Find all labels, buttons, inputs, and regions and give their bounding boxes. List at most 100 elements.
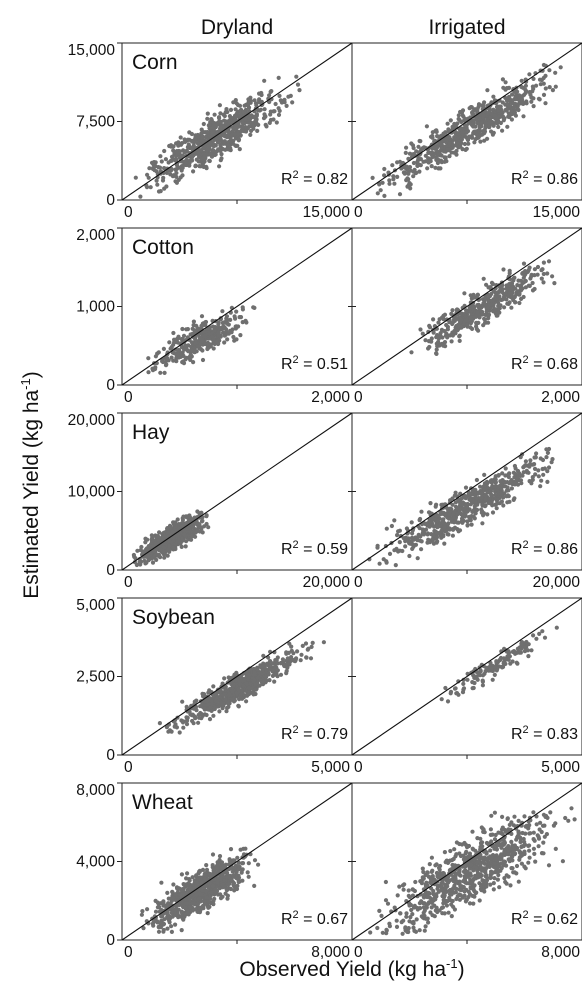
scatter-point: [223, 687, 229, 692]
r-squared-label: R2 = 0.83: [511, 724, 578, 743]
y-tick-label: 2,000: [76, 227, 115, 244]
scatter-point: [231, 100, 236, 105]
scatter-point: [492, 113, 497, 118]
scatter-point: [499, 491, 504, 497]
scatter-point: [176, 336, 181, 341]
scatter-point: [145, 907, 150, 912]
scatter-point: [486, 312, 492, 317]
scatter-point: [433, 504, 438, 509]
scatter-point: [185, 901, 190, 906]
scatter-point: [465, 523, 470, 528]
scatter-point: [477, 307, 482, 312]
scatter-point: [453, 136, 458, 141]
x-tick-label-max: 15,000: [303, 204, 351, 221]
scatter-point: [503, 80, 508, 85]
scatter-point: [187, 878, 192, 883]
scatter-point: [222, 333, 227, 338]
scatter-point: [282, 100, 287, 105]
scatter-point: [397, 540, 402, 545]
scatter-point: [445, 147, 450, 152]
scatter-point: [442, 329, 447, 334]
scatter-point: [411, 160, 416, 166]
scatter-point: [535, 264, 541, 270]
scatter-point: [216, 322, 221, 327]
scatter-point: [162, 370, 167, 375]
scatter-point: [518, 650, 524, 655]
scatter-point: [140, 909, 145, 914]
scatter-point: [544, 455, 549, 460]
scatter-point: [429, 164, 434, 169]
scatter-point: [452, 520, 457, 525]
scatter-point: [189, 131, 194, 137]
scatter-point: [500, 283, 505, 288]
scatter-point: [169, 345, 174, 350]
scatter-point: [183, 906, 188, 911]
scatter-point: [211, 867, 216, 872]
scatter-point: [405, 176, 410, 181]
scatter-point: [412, 167, 417, 172]
ticks: [117, 42, 238, 204]
scatter-point: [169, 355, 174, 360]
x-tick-label-max: 20,000: [533, 574, 581, 591]
scatter-point: [163, 359, 168, 365]
scatter-point: [429, 339, 434, 344]
scatter-point: [225, 337, 230, 342]
scatter-point: [529, 99, 534, 104]
scatter-point: [482, 129, 488, 134]
panel-soybean-irrigated: R2 = 0.830 5,000: [348, 597, 582, 776]
r-squared-label: R2 = 0.59: [281, 539, 348, 558]
scatter-point: [157, 165, 163, 170]
scatter-point: [400, 548, 405, 554]
scatter-point: [233, 107, 238, 112]
scatter-point: [545, 271, 550, 276]
scatter-point: [465, 505, 470, 510]
scatter-point: [429, 855, 434, 860]
scatter-point: [436, 158, 441, 163]
scatter-point: [309, 644, 314, 650]
scatter-point: [263, 674, 268, 680]
scatter-point: [146, 370, 151, 375]
scatter-point: [138, 194, 143, 199]
scatter-point: [428, 519, 433, 525]
scatter-point: [276, 112, 282, 117]
scatter-point: [370, 175, 375, 180]
scatter-point: [442, 340, 448, 345]
scatter-point: [431, 541, 436, 546]
scatter-point: [518, 473, 524, 478]
scatter-point: [471, 295, 476, 300]
scatter-point: [433, 128, 438, 133]
scatter-point: [154, 557, 159, 563]
scatter-point: [518, 278, 524, 283]
scatter-point: [439, 143, 444, 148]
scatter-point: [257, 670, 263, 676]
scatter-point: [180, 153, 185, 158]
scatter-point: [532, 267, 538, 272]
scatter-point: [218, 125, 223, 131]
scatter-point: [451, 319, 456, 324]
scatter-point: [506, 111, 511, 116]
scatter-point: [231, 683, 236, 688]
scatter-point: [449, 150, 454, 155]
scatter-point: [456, 131, 461, 136]
scatter-point: [453, 130, 458, 135]
scatter-point: [442, 155, 447, 160]
scatter-point: [488, 115, 493, 120]
scatter-point: [150, 166, 155, 171]
scatter-point: [501, 503, 506, 508]
scatter-point: [234, 122, 239, 127]
scatter-point: [188, 353, 193, 358]
scatter-point: [204, 514, 209, 519]
scatter-point: [448, 689, 454, 694]
scatter-point: [217, 103, 222, 108]
scatter-point: [531, 76, 536, 81]
scatter-point: [166, 729, 171, 734]
scatter-point: [483, 497, 488, 502]
scatter-point: [289, 648, 294, 654]
scatter-point: [139, 912, 144, 917]
scatter-point: [195, 509, 200, 514]
scatter-point: [241, 683, 246, 688]
scatter-point: [211, 346, 216, 351]
scatter-point: [195, 344, 200, 349]
scatter-point: [439, 697, 444, 702]
scatter-point: [483, 297, 488, 302]
